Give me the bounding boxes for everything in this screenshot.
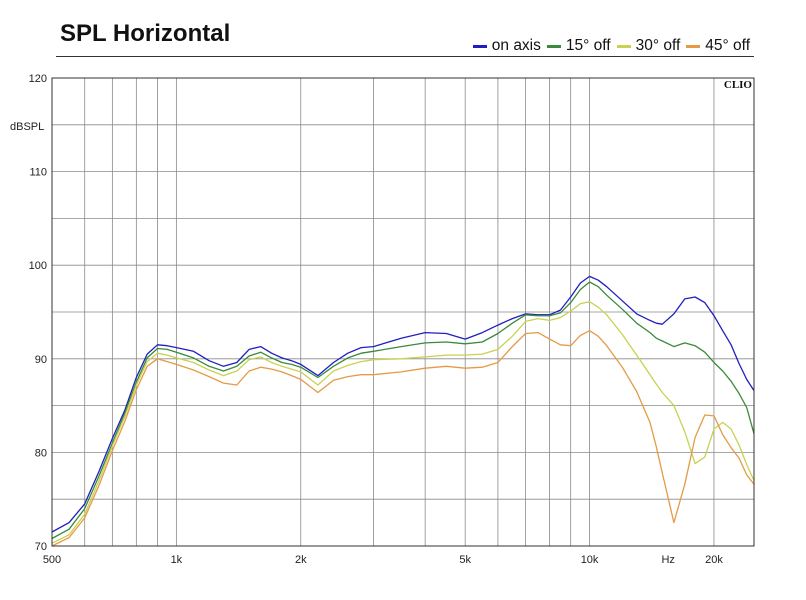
x-tick-label: Hz bbox=[661, 554, 674, 566]
plot-frame bbox=[51, 77, 755, 547]
header-rule bbox=[56, 56, 754, 57]
legend-label-30-off: 30° off bbox=[635, 37, 681, 54]
y-tick-label: 120 bbox=[29, 73, 47, 85]
legend: on axis 15° off 30° off 45° off bbox=[467, 37, 750, 55]
series-line-30-off bbox=[51, 301, 755, 544]
chart-title: SPL Horizontal bbox=[60, 20, 231, 47]
y-axis-label: dBSPL bbox=[10, 121, 44, 133]
legend-swatch-45-off bbox=[686, 44, 701, 48]
legend-item-15-off: 15° off bbox=[546, 37, 611, 55]
x-tick-labels: 500 1k 2k 5k 10k Hz 20k bbox=[43, 554, 723, 566]
y-tick-label: 80 bbox=[35, 447, 47, 459]
x-tick-label: 2k bbox=[295, 554, 307, 566]
legend-swatch-15-off bbox=[546, 44, 561, 48]
series-group bbox=[51, 275, 755, 547]
grid bbox=[51, 77, 754, 547]
series-line-45-off bbox=[51, 330, 755, 547]
legend-label-45-off: 45° off bbox=[705, 37, 750, 54]
legend-swatch-on-axis bbox=[472, 44, 487, 48]
x-tick-label: 1k bbox=[171, 554, 183, 566]
y-tick-labels: 70 80 90 100 110 120 bbox=[29, 73, 47, 553]
legend-label-15-off: 15° off bbox=[565, 37, 611, 54]
y-tick-label: 110 bbox=[29, 167, 47, 179]
x-tick-label: 5k bbox=[459, 554, 471, 566]
series-line-on-axis bbox=[51, 275, 755, 533]
y-tick-label: 70 bbox=[35, 541, 47, 553]
legend-item-45-off: 45° off bbox=[686, 37, 750, 55]
clio-watermark: CLIO bbox=[724, 79, 753, 91]
legend-label-on-axis: on axis bbox=[491, 37, 541, 54]
legend-swatch-30-off bbox=[616, 44, 631, 48]
legend-item-30-off: 30° off bbox=[616, 37, 681, 55]
legend-item-on-axis: on axis bbox=[472, 37, 541, 55]
x-tick-label: 20k bbox=[705, 554, 723, 566]
series-line-15-off bbox=[51, 281, 755, 540]
y-tick-label: 100 bbox=[29, 260, 47, 272]
x-tick-label: 10k bbox=[581, 554, 599, 566]
x-tick-label: 500 bbox=[43, 554, 61, 566]
y-tick-label: 90 bbox=[35, 354, 47, 366]
